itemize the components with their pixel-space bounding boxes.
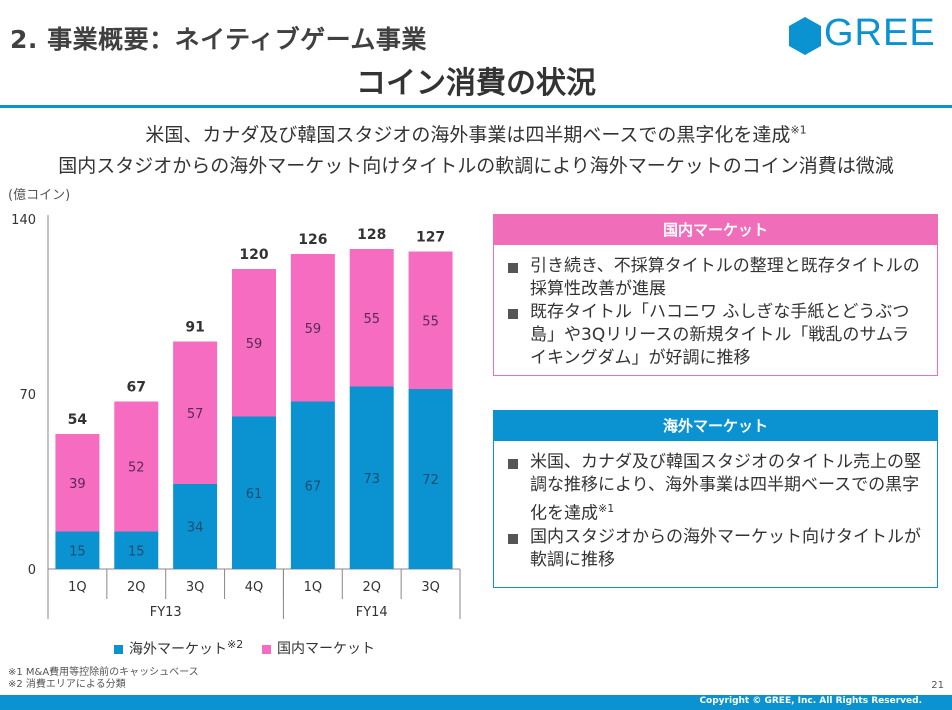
hexagon-logo-icon: [789, 17, 821, 55]
total-label: 54: [68, 412, 88, 428]
data-label: 59: [305, 322, 322, 337]
bar-segment: [173, 341, 218, 484]
data-label: 67: [305, 479, 322, 494]
bar-segment: [55, 434, 100, 532]
stacked-bar-chart: 0 70 140 15 39 54 1Q 15 52 67 2Q 34 57 91 3Q 61 59 120 4Q 6…: [11, 213, 461, 620]
lead-line-1-text: 米国、カナダ及び韓国スタジオの海外事業は四半期ベースでの黒字化を達成: [145, 124, 791, 146]
total-label: 127: [416, 230, 445, 246]
bar-segment: [173, 484, 218, 569]
page-title: コイン消費の状況: [356, 66, 596, 101]
bar-segment: [408, 389, 453, 569]
x-tick-label: 2Q: [362, 580, 381, 595]
overseas-bullet-list: 米国、カナダ及び韓国スタジオのタイトル売上の堅調な推移により、海外事業は四半期ベ…: [494, 441, 937, 580]
overseas-market-box: 海外マーケット 米国、カナダ及び韓国スタジオのタイトル売上の堅調な推移により、海…: [493, 410, 938, 588]
footer-bar: Copyright © GREE, Inc. All Rights Reserv…: [0, 695, 952, 710]
bar-segment: [232, 269, 276, 417]
bar-segment: [55, 531, 100, 569]
y-tick-label: 0: [28, 563, 36, 578]
footnote: ※2 消費エリアによる分類: [8, 679, 126, 690]
data-label: 34: [187, 521, 204, 536]
total-label: 126: [298, 232, 327, 248]
y-tick-label: 140: [11, 213, 36, 228]
page-number: 21: [931, 680, 944, 691]
overseas-bullet-text: 米国、カナダ及び韓国スタジオのタイトル売上の堅調な推移により、海外事業は四半期ベ…: [530, 452, 921, 524]
overseas-bullet: 米国、カナダ及び韓国スタジオのタイトル売上の堅調な推移により、海外事業は四半期ベ…: [508, 451, 923, 526]
y-tick-label: 70: [19, 388, 36, 403]
overseas-bullet-note: ※1: [598, 502, 615, 515]
data-label: 72: [422, 473, 439, 488]
domestic-box-title: 国内マーケット: [494, 215, 937, 245]
data-label: 57: [187, 407, 204, 422]
group-label: FY14: [356, 605, 388, 620]
data-label: 61: [246, 487, 263, 502]
total-label: 120: [239, 247, 268, 263]
data-label: 52: [128, 461, 145, 476]
lead-line-1: 米国、カナダ及び韓国スタジオの海外事業は四半期ベースでの黒字化を達成※1: [0, 120, 952, 147]
domestic-bullet: 既存タイトル「ハコニワ ふしぎな手紙とどうぶつ島」や3Qリリースの新規タイトル「…: [508, 301, 923, 370]
bar-segment: [290, 254, 335, 402]
footnote: ※1 M&A費用等控除前のキャッシュベース: [8, 667, 199, 678]
domestic-market-box: 国内マーケット 引き続き、不採算タイトルの整理と既存タイトルの採算性改善が進展 …: [493, 214, 938, 376]
legend-domestic-swatch: [262, 644, 271, 654]
x-tick-label: 1Q: [68, 580, 87, 595]
data-label: 15: [128, 544, 145, 559]
data-label: 15: [69, 544, 86, 559]
overseas-bullet: 国内スタジオからの海外マーケット向けタイトルが軟調に推移: [508, 526, 923, 572]
total-label: 128: [357, 227, 386, 243]
data-label: 55: [422, 314, 439, 329]
x-tick-label: 1Q: [304, 580, 323, 595]
bar-segment: [114, 401, 159, 532]
legend-overseas-swatch: [114, 645, 123, 655]
bar-segment: [232, 416, 276, 569]
bar-segment: [349, 249, 394, 387]
legend-overseas-label: 海外マーケット: [129, 641, 227, 658]
data-label: 73: [363, 472, 380, 487]
bar-segment: [349, 386, 394, 569]
group-label: FY13: [150, 605, 182, 620]
x-tick-label: 4Q: [245, 580, 264, 595]
legend-domestic: 国内マーケット: [262, 638, 375, 658]
data-label: 59: [246, 337, 263, 352]
data-label: 39: [69, 477, 86, 492]
overseas-box-title: 海外マーケット: [494, 411, 937, 441]
logo-text: GREE: [824, 12, 936, 54]
section-title: 2. 事業概要：ネイティブゲーム事業: [10, 25, 427, 54]
domestic-bullet-list: 引き続き、不採算タイトルの整理と既存タイトルの採算性改善が進展 既存タイトル「ハ…: [494, 245, 937, 378]
legend-domestic-label: 国内マーケット: [277, 641, 375, 657]
total-label: 91: [185, 320, 204, 336]
bar-segment: [408, 251, 453, 389]
total-label: 67: [127, 380, 146, 396]
lead-line-1-note: ※1: [790, 123, 807, 137]
x-tick-label: 3Q: [186, 580, 205, 595]
data-label: 55: [363, 312, 380, 327]
gree-logo: GREE: [788, 12, 938, 58]
footnotes: ※1 M&A費用等控除前のキャッシュベース ※2 消費エリアによる分類: [8, 667, 199, 691]
legend-overseas-note: ※2: [227, 638, 244, 651]
title-divider: [0, 105, 952, 108]
copyright-text: Copyright © GREE, Inc. All Rights Reserv…: [699, 696, 922, 706]
bar-segment: [290, 401, 335, 569]
domestic-bullet: 引き続き、不採算タイトルの整理と既存タイトルの採算性改善が進展: [508, 255, 923, 301]
legend-overseas: 海外マーケット※2: [114, 638, 243, 659]
x-tick-label: 3Q: [421, 580, 440, 595]
bar-segment: [114, 531, 159, 569]
lead-line-2: 国内スタジオからの海外マーケット向けタイトルの軟調により海外マーケットのコイン消…: [58, 155, 894, 177]
x-tick-label: 2Q: [127, 580, 146, 595]
chart-unit-label: (億コイン): [8, 188, 71, 203]
